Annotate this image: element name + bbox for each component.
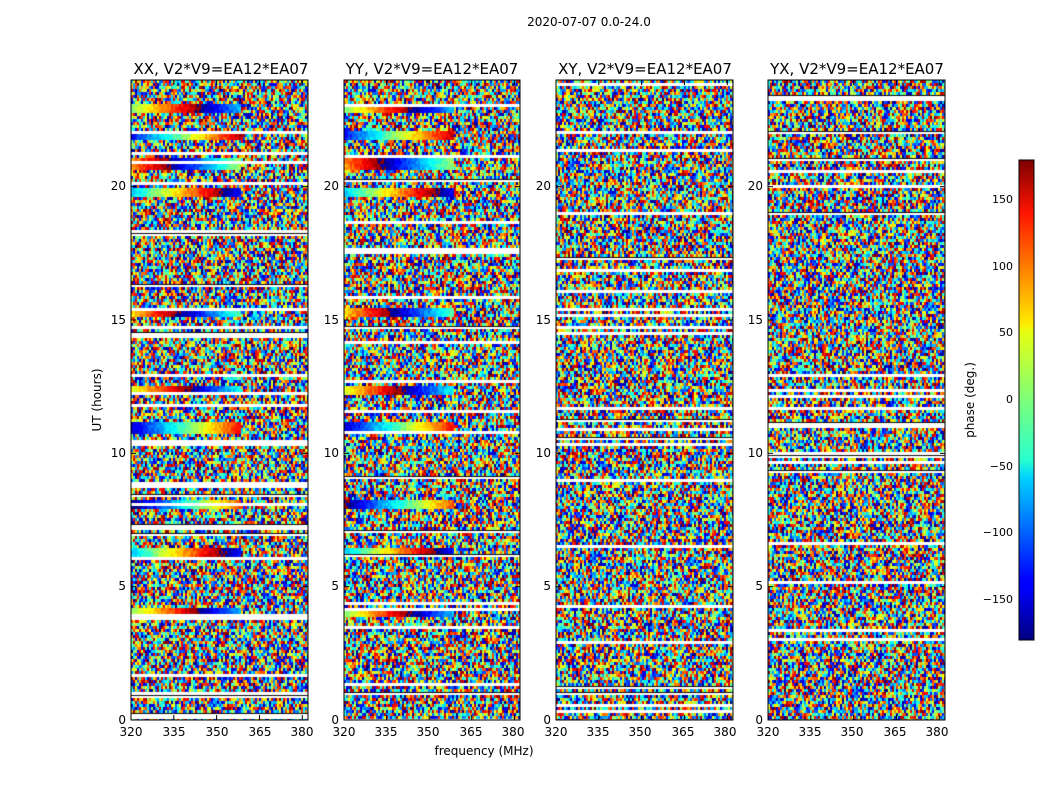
colorbar-tick-label: −50 — [990, 460, 1013, 473]
x-tick-label: 335 — [163, 725, 186, 739]
colorbar-tick-label: 150 — [992, 193, 1013, 206]
colorbar-ticks: 150 100 50 0 −50 −100 −150 — [983, 193, 1013, 606]
panel-xx: XX, V2*V9=EA12*EA07 320 335 350 365 380 … — [90, 60, 313, 739]
x-tick-label: 380 — [502, 725, 525, 739]
y-tick-label: 20 — [748, 179, 763, 193]
y-tick-label: 0 — [118, 713, 126, 727]
plot-area — [343, 80, 520, 721]
y-tick-label: 15 — [111, 313, 126, 327]
y-tick-label: 5 — [543, 579, 551, 593]
y-tick-label: 10 — [748, 446, 763, 460]
y-axis: 0 5 10 15 20 — [111, 179, 126, 727]
x-axis-label: frequency (MHz) — [434, 744, 533, 758]
x-axis: 320 335 350 365 380 — [120, 725, 314, 739]
x-tick-label: 365 — [249, 725, 272, 739]
x-tick-label: 320 — [757, 725, 780, 739]
x-axis: 320 335 350 365 380 — [545, 725, 737, 739]
panel-title: YX, V2*V9=EA12*EA07 — [769, 60, 944, 78]
y-axis: 0 5 10 15 20 — [324, 179, 339, 727]
x-axis: 320 335 350 365 380 — [333, 725, 525, 739]
x-tick-label: 350 — [841, 725, 864, 739]
panel-yx: YX, V2*V9=EA12*EA07 320 335 350 365 380 … — [748, 60, 949, 739]
y-tick-label: 20 — [324, 179, 339, 193]
y-tick-label: 0 — [755, 713, 763, 727]
plot-frame — [130, 79, 309, 721]
y-tick-label: 20 — [536, 179, 551, 193]
x-tick-label: 320 — [545, 725, 568, 739]
y-axis: 0 5 10 15 20 — [748, 179, 763, 727]
y-tick-label: 0 — [331, 713, 339, 727]
colorbar-tick-label: 50 — [999, 326, 1013, 339]
y-tick-label: 15 — [324, 313, 339, 327]
colorbar-tick-label: 0 — [1006, 393, 1013, 406]
panel-title: XX, V2*V9=EA12*EA07 — [134, 60, 309, 78]
plot-area — [555, 80, 733, 721]
x-tick-label: 365 — [672, 725, 695, 739]
heatmap-cells — [556, 80, 733, 720]
x-tick-label: 350 — [629, 725, 652, 739]
heatmap-cells — [344, 80, 520, 720]
x-tick-label: 335 — [799, 725, 822, 739]
colorbar-tick-label: −150 — [983, 593, 1013, 606]
colorbar-gradient — [1018, 159, 1035, 641]
x-tick-label: 320 — [333, 725, 356, 739]
x-tick-label: 380 — [291, 725, 314, 739]
y-tick-label: 5 — [755, 579, 763, 593]
x-tick-label: 365 — [884, 725, 907, 739]
x-tick-label: 350 — [417, 725, 440, 739]
x-tick-label: 380 — [926, 725, 949, 739]
panel-xy: XY, V2*V9=EA12*EA07 320 335 350 365 380 … — [536, 60, 737, 739]
y-axis: 0 5 10 15 20 — [536, 179, 551, 727]
x-tick-label: 380 — [714, 725, 737, 739]
plot-frame — [767, 79, 946, 721]
colorbar-label: phase (deg.) — [963, 362, 977, 438]
heatmap-cells — [131, 80, 308, 720]
x-tick-label: 350 — [206, 725, 229, 739]
x-tick-label: 320 — [120, 725, 143, 739]
y-tick-label: 5 — [118, 579, 126, 593]
y-tick-label: 10 — [536, 446, 551, 460]
panel-title: XY, V2*V9=EA12*EA07 — [558, 60, 732, 78]
plot-frame — [343, 79, 521, 721]
y-tick-label: 15 — [748, 313, 763, 327]
y-tick-label: 10 — [111, 446, 126, 460]
y-axis-label: UT (hours) — [90, 368, 104, 431]
y-tick-label: 10 — [324, 446, 339, 460]
x-tick-label: 365 — [460, 725, 483, 739]
x-tick-label: 335 — [587, 725, 610, 739]
plot-area — [130, 80, 308, 721]
colorbar: 150 100 50 0 −50 −100 −150 phase (deg.) — [963, 159, 1035, 641]
panel-yy: YY, V2*V9=EA12*EA07 320 335 350 365 380 … — [324, 60, 534, 758]
plot-frame — [555, 79, 734, 721]
y-tick-label: 15 — [536, 313, 551, 327]
colorbar-tick-label: −100 — [983, 526, 1013, 539]
x-axis: 320 335 350 365 380 — [757, 725, 949, 739]
plot-area — [767, 80, 945, 721]
x-tick-label: 335 — [375, 725, 398, 739]
y-tick-label: 5 — [331, 579, 339, 593]
heatmap-cells — [768, 80, 945, 720]
figure-title: 2020-07-07 0.0-24.0 — [527, 15, 651, 29]
y-tick-label: 0 — [543, 713, 551, 727]
y-tick-label: 20 — [111, 179, 126, 193]
panel-title: YY, V2*V9=EA12*EA07 — [345, 60, 519, 78]
colorbar-tick-label: 100 — [992, 260, 1013, 273]
